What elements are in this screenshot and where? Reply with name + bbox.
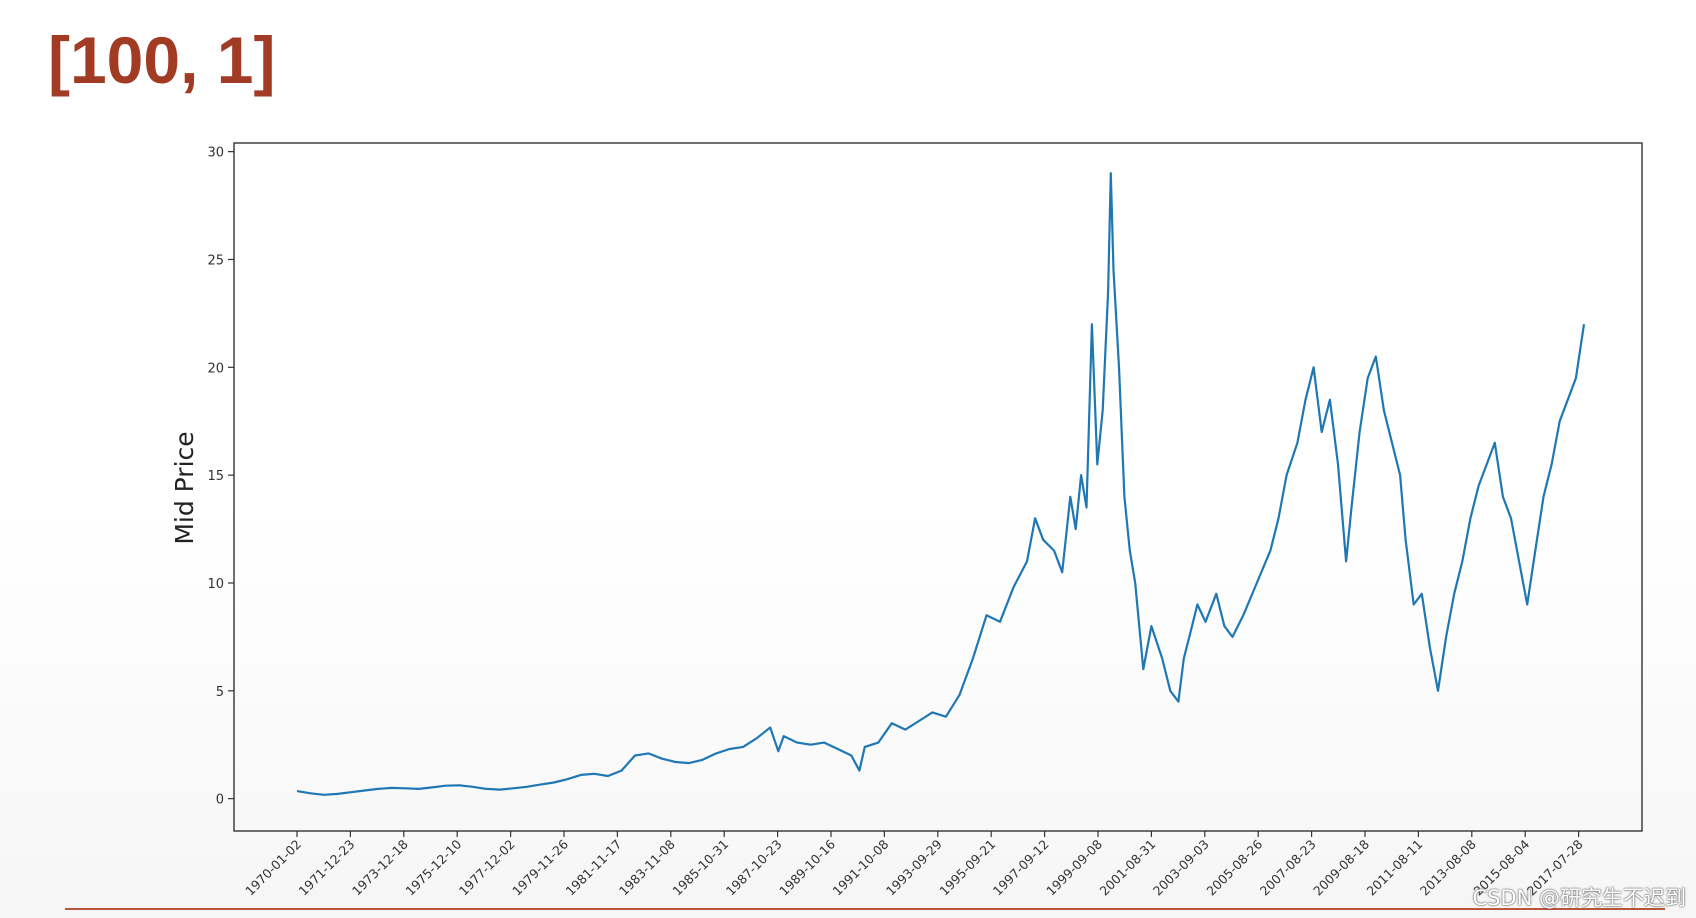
x-tick-label: 2003-09-03 xyxy=(1150,837,1212,899)
x-tick-label: 1983-11-08 xyxy=(616,836,678,898)
x-tick-label: 1981-11-17 xyxy=(563,837,625,899)
x-tick-label: 1987-10-23 xyxy=(723,837,785,899)
watermark: CSDN @研究生不迟到 xyxy=(1472,886,1686,910)
series-line-mid-price xyxy=(296,172,1586,796)
x-tick-label: 1979-11-26 xyxy=(509,836,571,898)
y-axis: 0 5 10 15 20 25 30 xyxy=(207,146,234,808)
x-axis: 1970-01-021971-12-231973-12-181975-12-10… xyxy=(242,831,1586,898)
slide-title: [100, 1] xyxy=(48,23,276,97)
x-tick-label: 2007-08-23 xyxy=(1257,837,1319,899)
y-tick-label: 5 xyxy=(216,685,224,700)
y-tick-label: 20 xyxy=(207,361,224,376)
y-tick-label: 25 xyxy=(207,253,224,268)
x-tick-label: 2013-08-08 xyxy=(1417,836,1479,898)
y-tick-label: 0 xyxy=(216,793,224,808)
x-tick-label: 1975-12-10 xyxy=(402,836,464,898)
y-tick-label: 10 xyxy=(207,577,224,592)
x-tick-label: 2009-08-18 xyxy=(1310,836,1372,898)
x-tick-label: 2011-08-11 xyxy=(1364,837,1426,899)
x-tick-label: 2005-08-26 xyxy=(1203,836,1265,898)
x-tick-label: 1985-10-31 xyxy=(669,837,731,899)
x-tick-label: 1971-12-23 xyxy=(296,837,358,899)
x-tick-label: 1977-12-02 xyxy=(456,837,518,899)
y-axis-label: Mid Price xyxy=(170,431,199,544)
x-tick-label: 1999-09-08 xyxy=(1043,836,1105,898)
y-tick-label: 15 xyxy=(207,469,224,484)
x-tick-label: 1989-10-16 xyxy=(776,836,838,898)
x-tick-label: 1991-10-08 xyxy=(830,836,892,898)
x-tick-label: 1997-09-12 xyxy=(990,837,1052,899)
x-tick-label: 1973-12-18 xyxy=(349,836,411,898)
y-tick-label: 30 xyxy=(207,146,224,161)
x-tick-label: 1995-09-21 xyxy=(936,837,998,899)
x-tick-label: 1993-09-29 xyxy=(883,836,945,898)
plot-frame xyxy=(233,142,1643,832)
bottom-divider-line xyxy=(65,908,1665,910)
x-tick-label: 1970-01-02 xyxy=(242,837,304,899)
x-tick-label: 2001-08-31 xyxy=(1097,837,1159,899)
